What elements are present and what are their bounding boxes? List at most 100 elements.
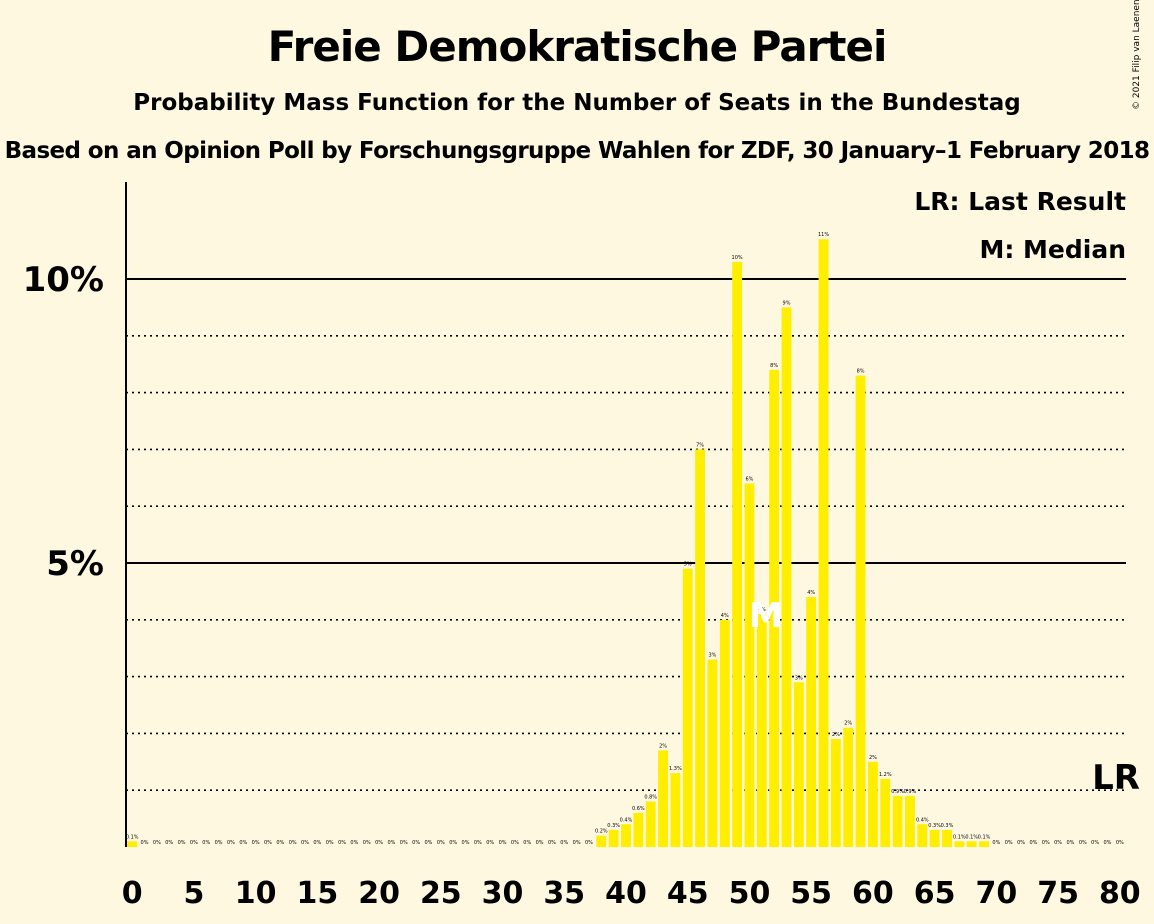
- bar-value-label: 0%: [1104, 840, 1112, 846]
- bar-value-label: 0%: [412, 840, 420, 846]
- bar: [719, 619, 730, 847]
- bar: [744, 483, 755, 847]
- bar-value-label: 0%: [202, 840, 210, 846]
- bar-value-label: 0%: [992, 840, 1000, 846]
- bar-value-label: 0.3%: [928, 823, 941, 829]
- last-result-marker: LR: [1092, 758, 1140, 798]
- bar-value-label: 0%: [474, 840, 482, 846]
- bar-value-label: 0.3%: [941, 823, 954, 829]
- bar-value-label: 0.1%: [126, 834, 139, 840]
- bar: [867, 761, 878, 847]
- x-tick-label: 65: [914, 876, 956, 911]
- bar-value-label: 0%: [301, 840, 309, 846]
- x-tick-label: 55: [790, 876, 832, 911]
- bar-value-label: 4%: [721, 613, 729, 619]
- x-tick-label: 30: [482, 876, 524, 911]
- bar-value-label: 0.4%: [916, 817, 929, 823]
- bar-value-label: 0%: [1042, 840, 1050, 846]
- bar-value-label: 0%: [326, 840, 334, 846]
- median-marker: M: [749, 596, 783, 636]
- bar: [633, 812, 644, 847]
- bar-value-label: 0%: [363, 840, 371, 846]
- bar: [892, 795, 903, 847]
- bar-value-label: 1.2%: [879, 772, 892, 778]
- bar-value-label: 0.1%: [978, 834, 991, 840]
- bar-value-label: 0%: [1116, 840, 1124, 846]
- bar-value-label: 0%: [165, 840, 173, 846]
- bar: [695, 449, 706, 847]
- bar-value-label: 0%: [536, 840, 544, 846]
- bar-value-label: 0%: [1005, 840, 1013, 846]
- chart-title: Freie Demokratische Partei: [267, 22, 888, 71]
- bar: [843, 727, 854, 847]
- bar: [818, 239, 829, 848]
- bar-value-label: 0%: [585, 840, 593, 846]
- bar-value-label: 0%: [1017, 840, 1025, 846]
- bar: [670, 773, 681, 847]
- bar-value-label: 0%: [227, 840, 235, 846]
- bar-value-label: 4%: [807, 590, 815, 596]
- x-tick-label: 5: [183, 876, 204, 911]
- bar-value-label: 0%: [560, 840, 568, 846]
- bar-value-label: 0%: [375, 840, 383, 846]
- x-tick-label: 75: [1037, 876, 1079, 911]
- bar-value-label: 0%: [462, 840, 470, 846]
- bar: [855, 375, 866, 847]
- bar: [682, 568, 693, 847]
- bar-value-label: 0%: [425, 840, 433, 846]
- bar-value-label: 0.3%: [607, 823, 620, 829]
- bar-value-label: 2%: [832, 732, 840, 738]
- bar: [621, 824, 631, 847]
- bar: [942, 829, 952, 847]
- y-tick-label: 10%: [23, 260, 104, 300]
- x-tick-label: 45: [667, 876, 709, 911]
- bar-value-label: 0%: [1079, 840, 1087, 846]
- y-tick-label: 5%: [46, 544, 104, 584]
- bar-value-label: 0%: [511, 840, 519, 846]
- bar: [793, 682, 804, 847]
- chart-subtitle: Probability Mass Function for the Number…: [133, 90, 1021, 116]
- bar-value-label: 0%: [178, 840, 186, 846]
- bar-value-label: 0.1%: [953, 834, 966, 840]
- bar-value-label: 0%: [1029, 840, 1037, 846]
- bar-value-label: 0%: [499, 840, 507, 846]
- bar-value-label: 0.8%: [644, 795, 657, 801]
- bar-value-label: 0%: [276, 840, 284, 846]
- x-tick-label: 25: [420, 876, 462, 911]
- bar-value-label: 9%: [783, 300, 791, 306]
- bar-value-label: 0.4%: [620, 817, 633, 823]
- bar: [781, 307, 792, 847]
- bar: [830, 739, 841, 847]
- bar: [127, 841, 138, 847]
- bar-value-label: 0.2%: [595, 829, 608, 835]
- bar: [929, 829, 940, 847]
- bar: [608, 829, 619, 847]
- x-tick-label: 0: [122, 876, 143, 911]
- bar-value-label: 1.3%: [669, 766, 682, 772]
- x-tick-label: 70: [975, 876, 1017, 911]
- bar: [645, 801, 656, 847]
- bar-value-label: 0%: [1054, 840, 1062, 846]
- bar-value-label: 0%: [141, 840, 149, 846]
- bar-value-label: 4%: [758, 607, 766, 613]
- chart-source: Based on an Opinion Poll by Forschungsgr…: [4, 138, 1150, 164]
- x-tick-label: 50: [729, 876, 771, 911]
- bar-value-label: 2%: [844, 721, 852, 727]
- bar: [596, 835, 607, 847]
- legend-last-result: LR: Last Result: [914, 187, 1126, 216]
- bar-value-label: 0%: [1066, 840, 1074, 846]
- bar: [917, 824, 928, 847]
- bar: [769, 369, 780, 847]
- bar: [658, 750, 668, 847]
- bar-value-label: 8%: [770, 363, 778, 369]
- bar: [732, 261, 743, 848]
- bar-value-label: 0.9%: [891, 789, 904, 795]
- bar-value-label: 0%: [573, 840, 581, 846]
- bar-value-label: 0%: [350, 840, 358, 846]
- bar: [979, 841, 989, 847]
- bar-value-label: 10%: [732, 255, 743, 261]
- bar-value-label: 0%: [153, 840, 161, 846]
- bar-value-label: 3%: [708, 653, 716, 659]
- bar-value-label: 8%: [857, 369, 865, 375]
